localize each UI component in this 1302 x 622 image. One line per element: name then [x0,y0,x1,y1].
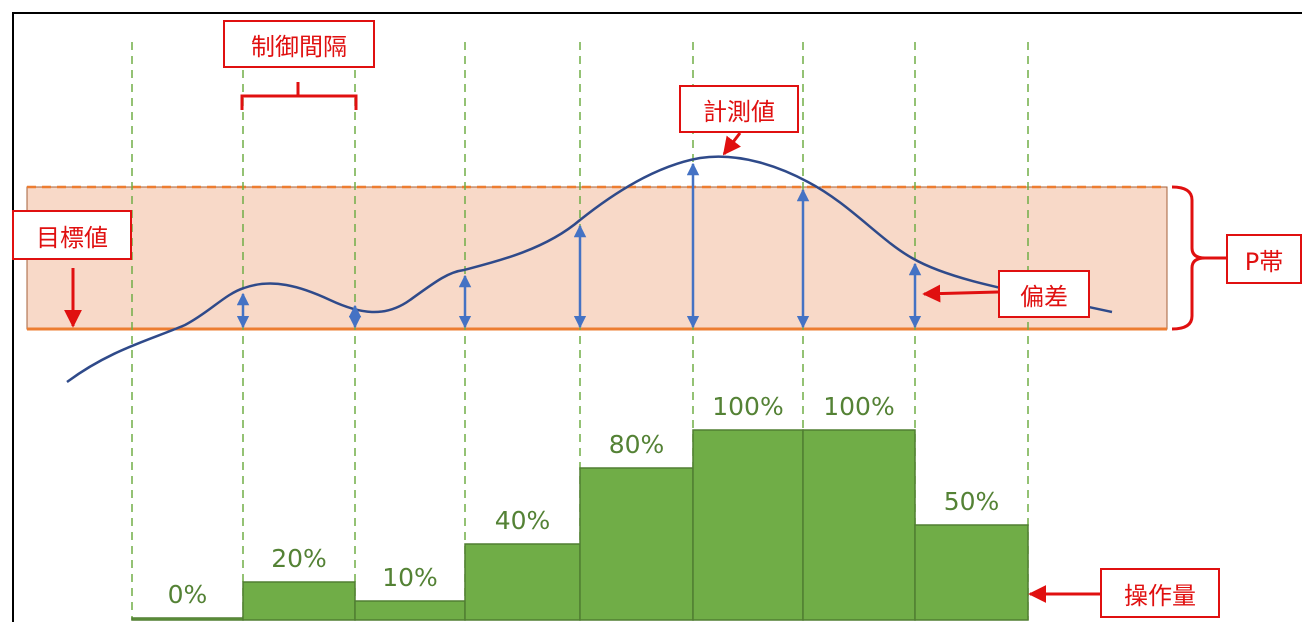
bar-value-label: 10% [382,563,438,592]
bar-value-label: 100% [823,392,895,421]
deviation-label: 偏差 [998,270,1090,318]
diagram-frame [12,12,1302,622]
bar-value-label: 0% [167,580,208,609]
measured-value-pointer [722,132,742,156]
deviation-arrows [236,162,922,329]
manipulated-variable-bar [692,429,804,621]
manipulated-variable-bar [242,581,356,621]
manipulated-variable-bars [131,429,1029,621]
control-interval-brace [240,82,358,110]
manipulated-variable-bar [131,617,244,621]
p-band [26,186,1168,330]
bar-value-label: 100% [712,392,784,421]
manipulated-variable-bar [579,467,694,621]
measured-value-label: 計測値 [679,85,799,133]
control-interval-label: 制御間隔 [223,20,375,68]
manipulated-variable-bar [354,600,466,621]
bar-value-label: 80% [608,430,665,459]
manipulated-variable-bar [914,524,1029,621]
bar-value-label: 20% [271,544,327,573]
measured-value-curve [66,155,1113,384]
manipulated-variable-bar [464,543,581,621]
target-value-label: 目標値 [12,210,132,260]
bar-value-label: 50% [943,487,1000,516]
deviation-pointer [922,284,999,303]
bar-value-label: 40% [494,506,551,535]
manipulated-variable-label: 操作量 [1100,568,1220,618]
manipulated-variable-bar [802,429,916,621]
p-band-brace [1171,185,1226,331]
p-band-label: P帯 [1226,234,1302,284]
